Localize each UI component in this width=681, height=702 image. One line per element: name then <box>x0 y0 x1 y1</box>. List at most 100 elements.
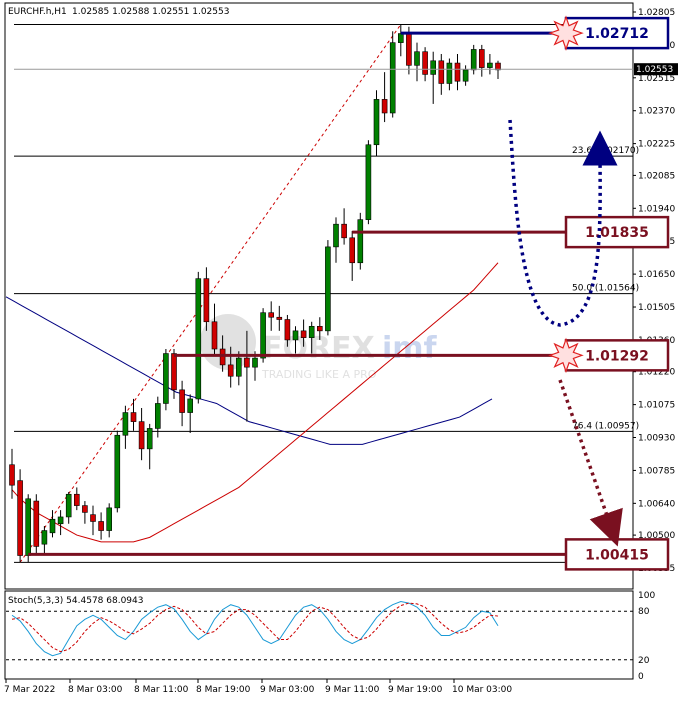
candle-body <box>397 33 404 43</box>
candle-body <box>219 348 226 366</box>
y-tick-label: 1.01075 <box>638 401 675 411</box>
x-tick-label: 9 Mar 11:00 <box>325 685 380 695</box>
stoch-tick-label: 80 <box>638 607 650 617</box>
fibo-label: 50.0 (1.01564) <box>572 284 639 294</box>
stoch-tick-label: 0 <box>638 672 644 682</box>
candle-body <box>316 326 323 332</box>
ma-slow-line <box>5 296 493 445</box>
candle-body <box>90 514 96 522</box>
candle-body <box>203 278 210 323</box>
key-levels: 1.02712 1.01835 1.01292 1.00415 <box>28 15 670 571</box>
candle-body <box>9 464 15 486</box>
candle-body <box>446 62 453 84</box>
candle-body <box>422 51 428 75</box>
candle-body <box>106 507 112 531</box>
candle-body <box>349 237 356 264</box>
candle-body <box>414 51 420 66</box>
candle-body <box>98 521 104 531</box>
candle-body <box>252 357 258 368</box>
candle-body <box>438 60 445 84</box>
y-tick-label: 1.01220 <box>638 368 675 378</box>
candle-body <box>260 312 266 359</box>
candle-body <box>74 493 80 506</box>
y-tick-label: 1.00785 <box>638 466 675 476</box>
y-tick-label: 1.01505 <box>638 303 675 313</box>
candle-body <box>41 530 48 545</box>
candle-body <box>65 493 72 518</box>
level-label: 1.00415 <box>585 547 649 563</box>
candle-body <box>373 99 380 146</box>
candle-body <box>365 144 372 220</box>
price-pane-frame <box>4 2 634 590</box>
candle-body <box>430 60 437 75</box>
watermark-tagline: TRADING LIKE A PRO <box>261 368 377 381</box>
level-label: 1.01835 <box>585 225 649 241</box>
candle-body <box>179 389 185 413</box>
current-price-badge-label: 1.02553 <box>636 65 673 75</box>
candle-body <box>146 428 153 450</box>
candle-body <box>470 49 477 71</box>
stoch-main-line <box>11 600 499 657</box>
candle-body <box>276 316 283 320</box>
y-tick-label: 1.02085 <box>638 171 675 181</box>
candle-body <box>171 353 177 391</box>
bearish-projection-arrow <box>558 379 623 547</box>
candle-body <box>454 62 461 82</box>
stoch-tick-label: 20 <box>638 656 650 666</box>
candle-body <box>155 403 161 429</box>
candle-body <box>308 326 315 338</box>
candle-body <box>236 357 242 377</box>
y-tick-label: 1.02515 <box>638 74 675 84</box>
candles <box>9 24 501 563</box>
x-tick-label: 7 Mar 2022 <box>4 685 55 695</box>
y-tick-label: 1.00640 <box>638 499 675 509</box>
level-label: 1.01292 <box>585 348 649 364</box>
fibo-label: 76.4 (1.00957) <box>572 421 639 431</box>
candle-body <box>495 62 501 71</box>
candle-body <box>227 364 234 377</box>
watermark: FOREX imf TRADING LIKE A PRO <box>200 314 438 381</box>
watermark-brand-a: FOREX <box>262 331 375 366</box>
candle-body <box>122 412 129 436</box>
x-axis: 7 Mar 2022 8 Mar 03:00 8 Mar 11:00 8 Mar 19… <box>4 679 512 695</box>
level-burst-icon <box>548 15 584 51</box>
candle-body <box>381 99 388 114</box>
stoch-tick-label: 100 <box>638 591 655 601</box>
current-price-badge <box>634 63 678 76</box>
candle-body <box>187 398 193 413</box>
candle-body <box>57 516 64 525</box>
candle-body <box>82 505 88 513</box>
candle-body <box>49 518 56 534</box>
candle-body <box>268 312 275 318</box>
level-label: 1.02712 <box>585 26 649 42</box>
candle-body <box>244 357 250 368</box>
stoch-signal-line <box>11 602 499 653</box>
candle-body <box>163 353 169 404</box>
y-tick-label: 1.02225 <box>638 140 675 150</box>
fibo-trend-line <box>19 24 402 563</box>
bullish-projection-arrow <box>508 119 618 327</box>
watermark-brand-b: imf <box>382 331 438 366</box>
stoch-label: Stoch(5,3,3) 54.4578 68.0943 <box>8 596 143 606</box>
symbol-label: EURCHF.h,H1 <box>8 7 67 17</box>
candle-body <box>211 321 218 350</box>
y-tick-label: 1.00930 <box>638 434 675 444</box>
x-tick-label: 8 Mar 11:00 <box>134 685 189 695</box>
candle-body <box>195 278 202 400</box>
candle-body <box>406 33 412 66</box>
candle-body <box>300 330 307 338</box>
x-tick-label: 9 Mar 03:00 <box>260 685 315 695</box>
level-box <box>564 215 670 249</box>
x-tick-label: 10 Mar 03:00 <box>452 685 512 695</box>
candle-body <box>357 219 364 264</box>
candle-body <box>130 412 137 422</box>
candle-body <box>284 319 291 341</box>
candle-body <box>389 42 396 114</box>
candle-body <box>292 330 299 341</box>
level-burst-icon <box>548 337 584 374</box>
y-tick-label: 1.02370 <box>638 107 675 117</box>
stoch-axis: 100 80 20 0 <box>6 591 655 682</box>
ohlc-label: 1.02585 1.02588 1.02551 1.02553 <box>72 7 229 17</box>
candle-body <box>325 246 331 332</box>
